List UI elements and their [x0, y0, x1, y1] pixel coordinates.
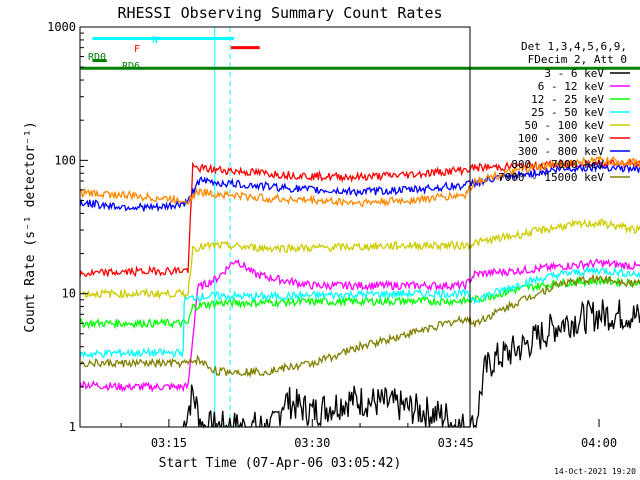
legend-header-1: FDecim 2, Att 0	[528, 53, 627, 66]
legend-label-1: 6 - 12 keV	[538, 80, 605, 93]
legend-label-5: 100 - 300 keV	[518, 132, 604, 145]
chart-title: RHESSI Observing Summary Count Rates	[117, 4, 442, 22]
legend-label-4: 50 - 100 keV	[525, 119, 605, 132]
series-line-0	[182, 299, 640, 429]
y-tick-label-3: 1000	[47, 20, 76, 34]
axis-ticks: 110100100003:1503:3003:4504:0004:1504:30…	[47, 20, 617, 450]
series-line-5	[79, 157, 640, 278]
footer-timestamp: 14-Oct-2021 19:20	[554, 467, 636, 476]
y-tick-label-0: 1	[69, 420, 76, 434]
series-line-7	[79, 154, 640, 208]
segment-label-3: RD0	[88, 52, 106, 63]
legend-label-7: 800 - 7000 keV	[511, 158, 604, 171]
plot-marks: N F RD0 RD6	[79, 27, 640, 429]
legend: Det 1,3,4,5,6,9,FDecim 2, Att 03 - 6 keV…	[498, 40, 630, 184]
legend-label-3: 25 - 50 keV	[531, 106, 604, 119]
y-tick-label-1: 10	[62, 287, 76, 301]
series-line-8	[79, 273, 640, 379]
y-axis-label: Count Rate (s⁻¹ detector⁻¹)	[23, 121, 38, 332]
legend-label-8: 7000 - 15000 keV	[498, 171, 604, 184]
legend-label-0: 3 - 6 keV	[544, 67, 604, 80]
legend-header-0: Det 1,3,4,5,6,9,	[521, 40, 627, 53]
legend-label-6: 300 - 800 keV	[518, 145, 604, 158]
plot-frame	[79, 26, 471, 428]
series-line-1	[79, 258, 640, 393]
series-line-3	[79, 265, 640, 359]
series-line-4	[79, 218, 640, 301]
segment-label-4: RD6	[122, 61, 140, 72]
x-tick-label-2: 03:45	[438, 436, 474, 450]
segment-label-1: N	[152, 35, 158, 46]
x-tick-label-3: 04:00	[581, 436, 617, 450]
y-tick-label-2: 100	[54, 153, 76, 167]
x-axis-label: Start Time (07-Apr-06 03:05:42)	[159, 456, 402, 471]
x-tick-label-0: 03:15	[151, 436, 187, 450]
x-tick-label-1: 03:30	[294, 436, 330, 450]
segment-label-2: F	[134, 44, 140, 55]
legend-label-2: 12 - 25 keV	[531, 93, 604, 106]
